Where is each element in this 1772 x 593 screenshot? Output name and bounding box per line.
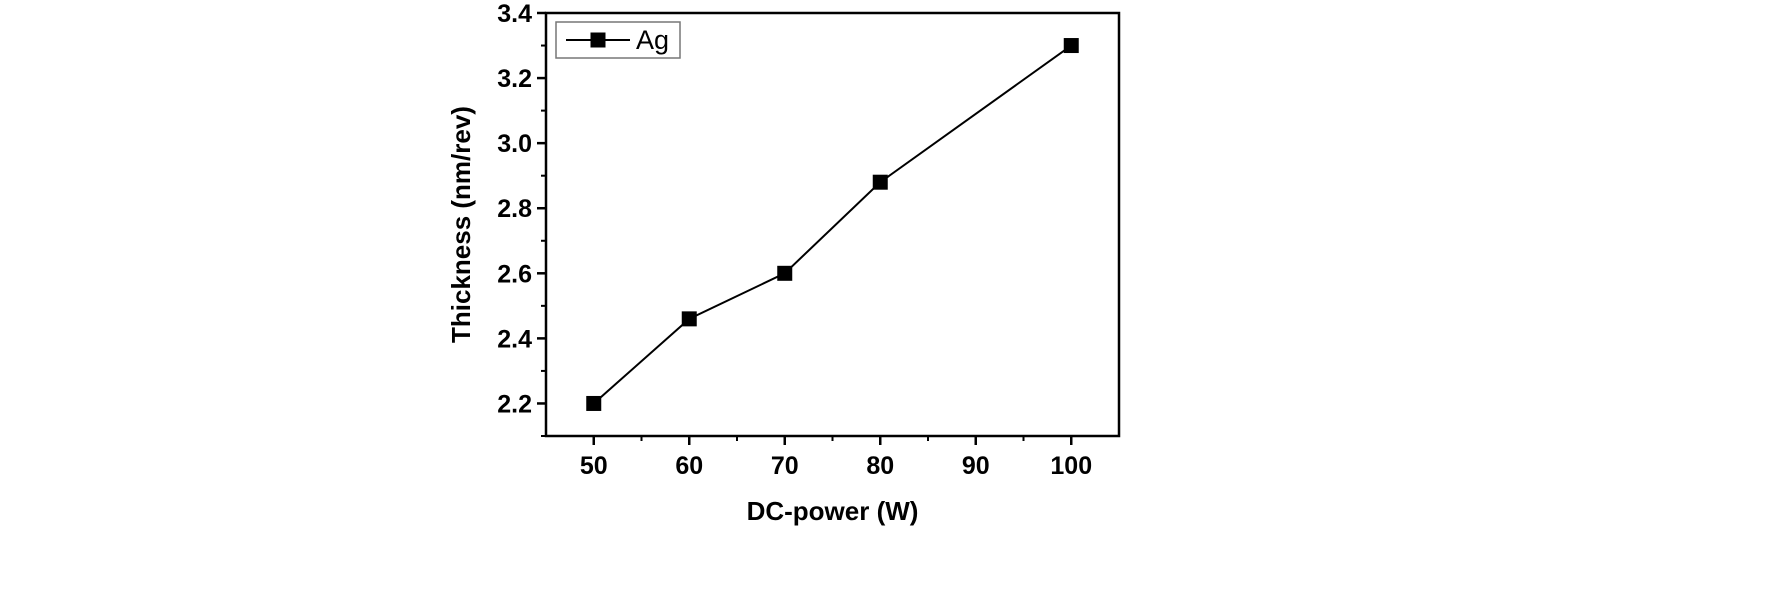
- x-tick-label: 70: [771, 452, 799, 480]
- data-point-marker: [681, 311, 697, 327]
- series-line-ag: [593, 44, 1072, 405]
- legend-label: Ag: [636, 25, 669, 55]
- axes: [544, 11, 1121, 438]
- axis-tick-labels: 50 60 70 80 90 100 2.2 2.4 2.6 2.8 3.0 3.2 3.4: [497, 0, 1092, 480]
- y-tick-label: 2.8: [497, 195, 532, 223]
- x-tick-label: 100: [1050, 452, 1092, 480]
- y-tick-label: 2.2: [497, 390, 532, 418]
- x-tick-label: 50: [580, 452, 608, 480]
- y-axis-title: Thickness (nm/rev): [446, 106, 476, 343]
- x-tick-label: 90: [962, 452, 990, 480]
- data-point-marker: [872, 174, 888, 190]
- data-point-marker: [1063, 38, 1079, 54]
- data-point-marker: [777, 265, 793, 281]
- x-tick-label: 80: [866, 452, 894, 480]
- legend-marker-square: [590, 32, 606, 48]
- y-tick-label: 3.0: [497, 130, 532, 158]
- x-tick-label: 60: [675, 452, 703, 480]
- data-point-marker: [586, 395, 602, 411]
- plot-frame: [544, 11, 1121, 438]
- legend: Ag: [555, 21, 681, 59]
- y-tick-label: 2.4: [497, 325, 532, 353]
- data-series: [586, 38, 1079, 411]
- x-axis-title: DC-power (W): [747, 496, 919, 526]
- y-tick-label: 2.6: [497, 260, 532, 288]
- y-tick-label: 3.4: [497, 0, 532, 28]
- y-tick-label: 3.2: [497, 65, 532, 93]
- axis-ticks: [537, 11, 1073, 445]
